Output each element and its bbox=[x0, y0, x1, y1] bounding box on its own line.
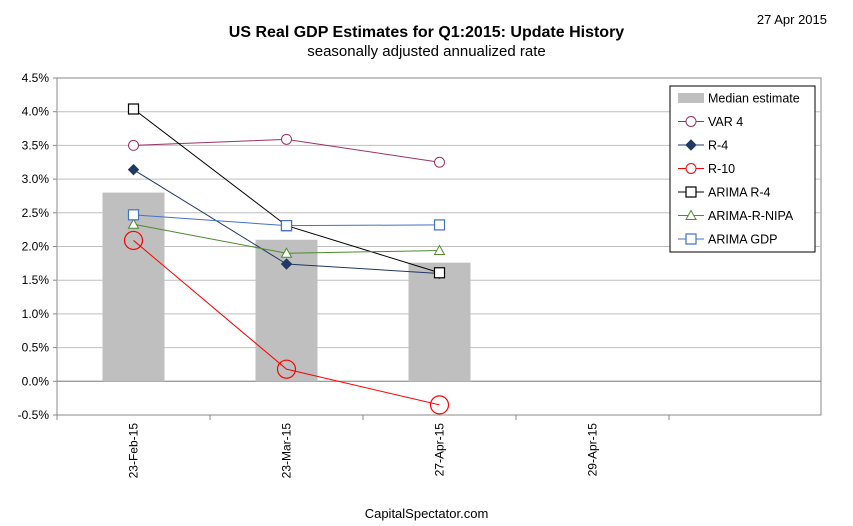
data-point-r-10 bbox=[276, 359, 297, 379]
source-label: CapitalSpectator.com bbox=[364, 506, 489, 521]
data-point-arima-gdp bbox=[127, 209, 140, 221]
legend-label-arima-r-4: ARIMA R-4 bbox=[708, 186, 771, 200]
legend-label-r-10: R-10 bbox=[708, 162, 735, 176]
legend-label-arima-r-nipa: ARIMA-R-NIPA bbox=[708, 209, 794, 223]
median-bar bbox=[408, 262, 471, 382]
x-tick-label: 23-Mar-15 bbox=[280, 423, 294, 479]
chart-title: US Real GDP Estimates for Q1:2015: Updat… bbox=[228, 24, 625, 41]
x-tick-label: 27-Apr-15 bbox=[433, 423, 447, 477]
series-line-r-10 bbox=[133, 240, 440, 406]
y-tick-label: 0.5% bbox=[22, 341, 50, 355]
data-point-arima-r-4 bbox=[433, 267, 446, 279]
y-tick-label: 1.5% bbox=[22, 273, 50, 287]
y-tick-label: 2.5% bbox=[22, 206, 50, 220]
series-lines bbox=[123, 103, 450, 415]
legend-marker-arima-r-nipa bbox=[685, 209, 697, 220]
y-tick-label: -0.5% bbox=[18, 408, 50, 422]
chart-subtitle: seasonally adjusted annualized rate bbox=[307, 43, 546, 60]
data-point-r-10 bbox=[123, 230, 144, 251]
x-axis-ticks: 23-Feb-15 23-Mar-15 27-Apr-15 29-Apr-15 bbox=[56, 415, 670, 479]
y-tick-label: 3.0% bbox=[22, 172, 50, 186]
legend-marker-var-4 bbox=[685, 116, 697, 127]
legend-label-arima-gdp: ARIMA GDP bbox=[708, 233, 777, 247]
y-tick-label: 3.5% bbox=[22, 138, 50, 152]
data-point-arima-gdp bbox=[280, 220, 293, 232]
legend-marker-r-4 bbox=[685, 139, 697, 151]
y-tick-label: 2.0% bbox=[22, 240, 50, 254]
x-tick-label: 29-Apr-15 bbox=[586, 423, 600, 477]
data-point-arima-r-nipa bbox=[433, 244, 446, 256]
data-point-r-10 bbox=[429, 395, 450, 415]
data-point-r-4 bbox=[127, 163, 140, 176]
x-tick-label: 23-Feb-15 bbox=[127, 423, 141, 479]
y-tick-label: 1.0% bbox=[22, 307, 50, 321]
data-point-arima-r-nipa bbox=[127, 218, 140, 229]
data-point-arima-r-nipa bbox=[280, 247, 293, 258]
data-point-var-4 bbox=[434, 156, 445, 168]
y-tick-label: 4.0% bbox=[22, 105, 50, 119]
legend-label-r-4: R-4 bbox=[708, 139, 728, 153]
y-tick-label: 0.0% bbox=[22, 374, 50, 388]
y-tick-label: 4.5% bbox=[22, 71, 50, 85]
legend-swatch-median-estimate bbox=[678, 93, 704, 103]
date-stamp: 27 Apr 2015 bbox=[756, 12, 827, 27]
data-point-var-4 bbox=[281, 133, 292, 145]
legend: Median estimate VAR 4 R-4 R-10 ARIMA R-4 ARIM… bbox=[669, 85, 816, 253]
legend-marker-arima-r-4 bbox=[685, 186, 697, 198]
data-point-arima-r-4 bbox=[127, 103, 140, 115]
data-point-var-4 bbox=[128, 139, 139, 151]
y-axis-ticks: -0.5% 0.0% 0.5% 1.0% 1.5% 2.0% 2.5% 3.0% 3.5% 4.0… bbox=[18, 71, 57, 422]
legend-marker-arima-gdp bbox=[685, 233, 697, 245]
data-point-r-4 bbox=[280, 258, 293, 270]
legend-marker-r-10 bbox=[685, 163, 697, 174]
legend-label-var-4: VAR 4 bbox=[708, 115, 743, 129]
legend-label-median-estimate: Median estimate bbox=[708, 92, 800, 106]
data-point-arima-gdp bbox=[433, 219, 446, 231]
